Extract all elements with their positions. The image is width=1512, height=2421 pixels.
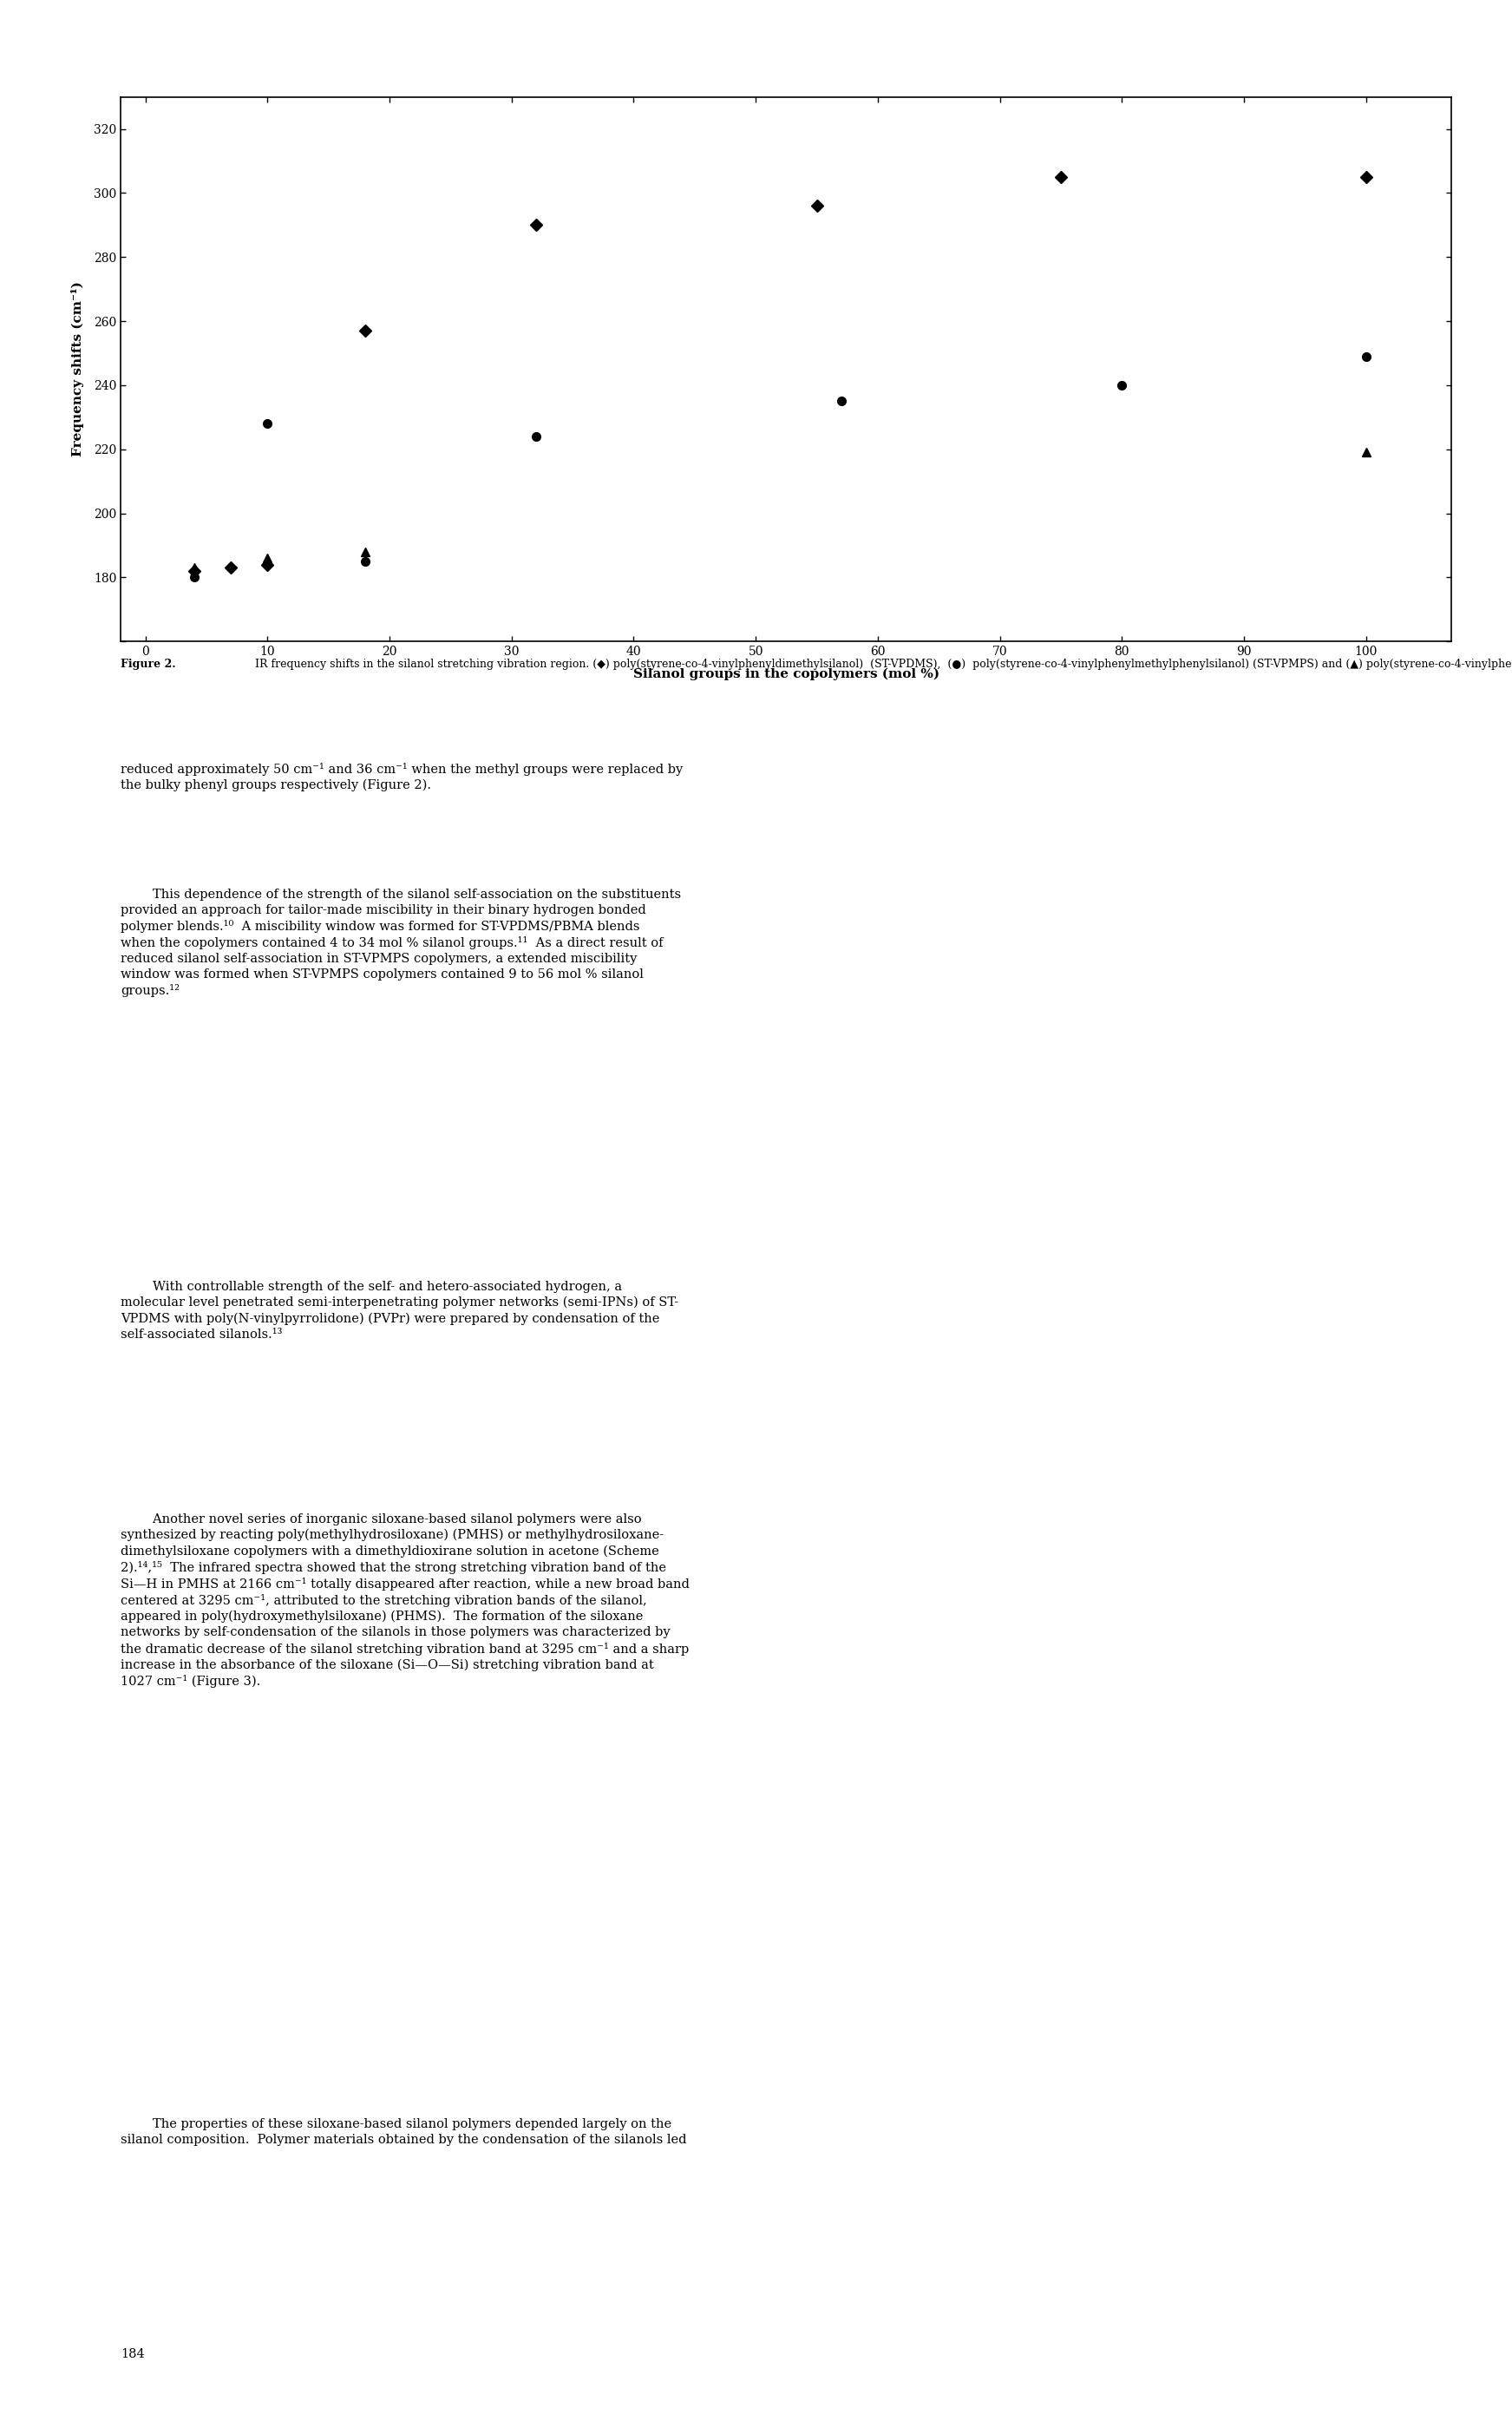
Text: Figure 2.: Figure 2. (121, 659, 177, 671)
Text: With controllable strength of the self- and hetero-associated hydrogen, a
molecu: With controllable strength of the self- … (121, 1281, 679, 1341)
X-axis label: Silanol groups in the copolymers (mol %): Silanol groups in the copolymers (mol %) (634, 668, 939, 680)
Text: 184: 184 (121, 2348, 145, 2360)
Text: Another novel series of inorganic siloxane-based silanol polymers were also
synt: Another novel series of inorganic siloxa… (121, 1513, 689, 1687)
Text: This dependence of the strength of the silanol self-association on the substitue: This dependence of the strength of the s… (121, 889, 682, 997)
Y-axis label: Frequency shifts (cm⁻¹): Frequency shifts (cm⁻¹) (71, 281, 85, 458)
Text: IR frequency shifts in the silanol stretching vibration region. (◆) poly(styrene: IR frequency shifts in the silanol stret… (234, 659, 1512, 671)
Text: reduced approximately 50 cm⁻¹ and 36 cm⁻¹ when the methyl groups were replaced b: reduced approximately 50 cm⁻¹ and 36 cm⁻… (121, 763, 683, 792)
Text: The properties of these siloxane-based silanol polymers depended largely on the
: The properties of these siloxane-based s… (121, 2118, 686, 2145)
